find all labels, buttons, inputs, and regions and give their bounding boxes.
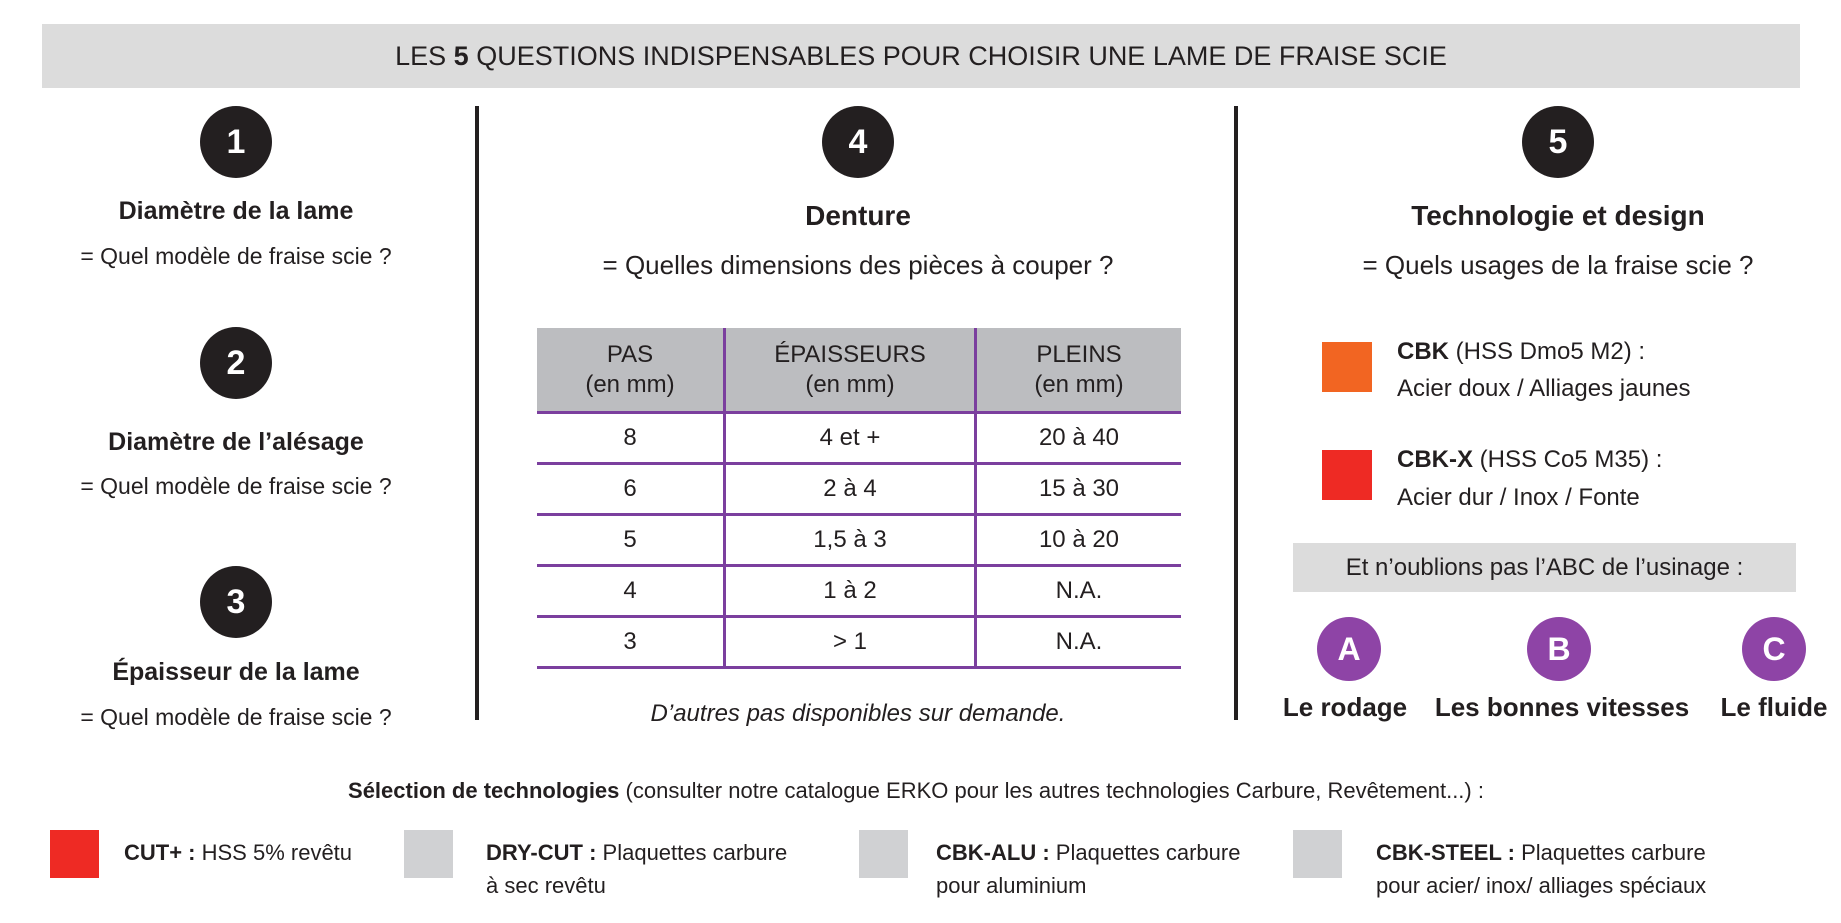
abc-badge: A <box>1317 617 1381 681</box>
footer-item-name: DRY-CUT : <box>486 840 597 865</box>
number-badge: 5 <box>1522 106 1594 178</box>
color-swatch <box>1322 342 1372 392</box>
abc-label: Le fluide <box>1720 692 1828 722</box>
footer-item-line: CUT+ : HSS 5% revêtu <box>124 840 352 866</box>
tech-name: CBK-X <box>1397 446 1473 473</box>
table-cell: 4 <box>537 565 725 618</box>
footer-item-text: Plaquettes carbure <box>602 840 788 865</box>
number-badge: 1 <box>200 106 272 178</box>
table-row: 3 > 1 N.A. <box>537 616 1181 669</box>
tech-line: CBK (HSS Dmo5 M2) : <box>1397 338 1645 366</box>
header-text: (en mm) <box>805 370 895 398</box>
footer-item-line: CBK-ALU : Plaquettes carbure <box>936 840 1240 866</box>
header-cell: PAS (en mm) <box>537 328 725 414</box>
header-cell: ÉPAISSEURS (en mm) <box>723 328 976 414</box>
table-cell: N.A. <box>974 616 1181 669</box>
table-cell: 1,5 à 3 <box>723 514 976 567</box>
tech-usage: Acier dur / Inox / Fonte <box>1397 484 1640 511</box>
color-swatch <box>1293 830 1342 878</box>
header-bar: LES 5 QUESTIONS INDISPENSABLES POUR CHOI… <box>42 24 1800 88</box>
number-badge: 3 <box>200 566 272 638</box>
tech-spec: (HSS Dmo5 M2) : <box>1455 338 1646 365</box>
tech-name: CBK <box>1397 338 1449 365</box>
footer-item-text: pour acier/ inox/ alliages spéciaux <box>1376 873 1707 898</box>
color-swatch <box>1322 450 1372 500</box>
header-text: PAS <box>606 340 654 368</box>
tech-usage: Acier doux / Alliages jaunes <box>1397 375 1691 402</box>
tech-line: CBK-X (HSS Co5 M35) : <box>1397 446 1662 474</box>
title: QUESTIONS INDISPENSABLES POUR CHOISIR UN… <box>476 41 1447 71</box>
footer-item-name: CBK-STEEL : <box>1376 840 1515 865</box>
table-header: PAS (en mm) ÉPAISSEURS (en mm) PLEINS (en m… <box>537 328 1181 414</box>
abc-label: Le rodage <box>1282 692 1408 722</box>
color-swatch <box>859 830 908 878</box>
footer-item-text: à sec revêtu <box>486 873 606 898</box>
footer-item-text: Plaquettes carbure <box>1055 840 1241 865</box>
tech-spec: (HSS Co5 M35) : <box>1479 446 1663 473</box>
table-cell: 1 à 2 <box>723 565 976 618</box>
number-badge: 2 <box>200 327 272 399</box>
table-cell: N.A. <box>974 565 1181 618</box>
footer-item-text: Plaquettes carbure <box>1521 840 1706 865</box>
question-subtitle: = Quel modèle de fraise scie ? <box>80 473 392 499</box>
question-title: Diamètre de la lame <box>118 197 354 225</box>
header-text: (en mm) <box>585 370 675 398</box>
table-cell: 5 <box>537 514 725 567</box>
divider <box>475 106 479 720</box>
color-swatch <box>404 830 453 878</box>
footer-item-line: CBK-STEEL : Plaquettes carbure <box>1376 840 1706 866</box>
question-title: Denture <box>805 200 911 231</box>
pitch-table: PAS (en mm) ÉPAISSEURS (en mm) PLEINS (en m… <box>537 328 1181 669</box>
number-badge: 4 <box>822 106 894 178</box>
header-text: ÉPAISSEURS <box>774 340 926 368</box>
title-number: 5 <box>453 41 469 71</box>
footer-heading-text: (consulter notre catalogue ERKO pour les… <box>625 778 1484 803</box>
question-title: Épaisseur de la lame <box>112 658 360 686</box>
footer-item-name: CUT+ : <box>124 840 196 865</box>
header-cell: PLEINS (en mm) <box>974 328 1181 414</box>
table-row: 5 1,5 à 3 10 à 20 <box>537 514 1181 567</box>
header-text: (en mm) <box>1034 370 1124 398</box>
abc-badge: C <box>1742 617 1806 681</box>
table-cell: 6 <box>537 463 725 516</box>
question-subtitle: = Quelles dimensions des pièces à couper… <box>602 250 1114 280</box>
question-subtitle: = Quel modèle de fraise scie ? <box>80 704 392 730</box>
question-title: Diamètre de l’alésage <box>108 428 364 456</box>
footer-item-line: DRY-CUT : Plaquettes carbure <box>486 840 787 866</box>
title: LES <box>395 41 447 71</box>
header-text: PLEINS <box>1036 340 1122 368</box>
question-title: Technologie et design <box>1411 200 1705 231</box>
table-cell: 20 à 40 <box>974 412 1181 465</box>
divider <box>1234 106 1238 720</box>
abc-label: Les bonnes vitesses <box>1434 692 1690 722</box>
footer-heading-bold: Sélection de technologies <box>348 778 620 803</box>
question-subtitle: = Quels usages de la fraise scie ? <box>1362 250 1754 280</box>
footer-item-name: CBK-ALU : <box>936 840 1050 865</box>
footer-item-text: HSS 5% revêtu <box>201 840 353 865</box>
footer-heading: Sélection de technologies (consulter not… <box>348 778 1484 804</box>
table-cell: 2 à 4 <box>723 463 976 516</box>
footer-item-text: pour aluminium <box>936 873 1087 898</box>
table-cell: 3 <box>537 616 725 669</box>
table-cell: 8 <box>537 412 725 465</box>
question-subtitle: = Quel modèle de fraise scie ? <box>80 243 392 269</box>
table-note: D’autres pas disponibles sur demande. <box>650 700 1066 727</box>
color-swatch <box>50 830 99 878</box>
table-cell: 10 à 20 <box>974 514 1181 567</box>
table-cell: 4 et + <box>723 412 976 465</box>
table-cell: 15 à 30 <box>974 463 1181 516</box>
abc-banner: Et n’oublions pas l’ABC de l’usinage : <box>1293 543 1796 592</box>
table-cell: > 1 <box>723 616 976 669</box>
abc-badge: B <box>1527 617 1591 681</box>
